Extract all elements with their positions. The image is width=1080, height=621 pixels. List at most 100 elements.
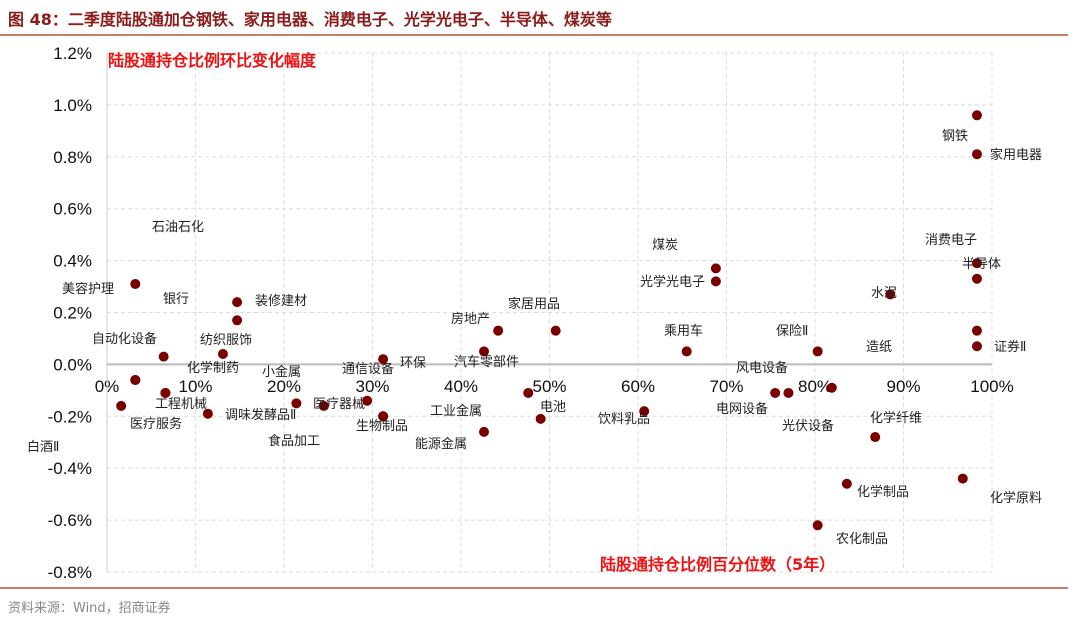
data-point: [550, 325, 561, 336]
x-tick-label: 70%: [709, 377, 743, 396]
data-point: [116, 400, 127, 411]
data-point: [378, 411, 389, 422]
data-point: [885, 289, 896, 300]
data-point: [971, 258, 982, 269]
data-point: [841, 478, 852, 489]
data-point: [826, 382, 837, 393]
data-point: [639, 406, 650, 417]
data-label: 饮料乳品: [598, 412, 650, 427]
data-point: [291, 398, 302, 409]
title-divider: [0, 34, 1068, 36]
data-label: 风电设备: [736, 360, 788, 376]
data-label: 房地产: [451, 311, 490, 327]
data-point: [130, 278, 141, 289]
data-label: 环保: [400, 356, 426, 371]
y-tick-label: -0.8%: [48, 563, 92, 582]
data-label: 煤炭: [652, 238, 678, 253]
data-label: 电池: [540, 400, 566, 415]
data-point: [535, 413, 546, 424]
data-label: 家用电器: [990, 147, 1042, 163]
data-label: 光学光电子: [640, 274, 705, 290]
x-axis-title: 陆股通持仓比例百分位数（5年）: [600, 555, 835, 574]
data-label: 食品加工: [268, 433, 320, 449]
x-tick-label: 60%: [621, 377, 655, 396]
data-label: 通信设备: [342, 361, 394, 377]
data-label: 装修建材: [255, 294, 307, 309]
data-label: 电网设备: [716, 401, 768, 417]
data-label: 石油石化: [152, 220, 204, 235]
data-point: [971, 341, 982, 352]
data-label: 农化制品: [836, 532, 888, 547]
data-label: 工业金属: [430, 403, 482, 419]
data-label: 白酒Ⅱ: [27, 439, 59, 455]
data-label: 半导体: [962, 257, 1001, 272]
data-point: [971, 149, 982, 160]
data-label: 造纸: [866, 340, 892, 355]
data-label: 能源金属: [415, 436, 467, 452]
source-divider: [0, 587, 1068, 589]
data-point: [710, 276, 721, 287]
data-label: 美容护理: [62, 281, 114, 297]
data-label: 光伏设备: [782, 418, 834, 434]
y-tick-label: 0.6%: [53, 200, 92, 219]
data-point: [971, 325, 982, 336]
data-label: 化学纤维: [870, 410, 922, 426]
x-tick-label: 40%: [444, 377, 478, 396]
data-label: 家居用品: [508, 296, 560, 312]
data-label: 工程机械: [155, 397, 207, 412]
y-tick-label: 0.0%: [53, 355, 92, 374]
data-point: [523, 387, 534, 398]
data-point: [217, 349, 228, 360]
data-point: [202, 408, 213, 419]
data-label: 自动化设备: [92, 331, 157, 347]
data-point: [160, 387, 171, 398]
y-axis-title: 陆股通持仓比例环比变化幅度: [108, 51, 317, 70]
data-label: 消费电子: [925, 233, 977, 248]
y-tick-label: 0.8%: [53, 148, 92, 167]
data-label: 小金属: [262, 364, 301, 380]
data-label: 水泥: [871, 286, 897, 301]
data-point: [783, 387, 794, 398]
data-label: 医疗服务: [130, 416, 182, 432]
data-point: [870, 432, 881, 443]
data-point: [479, 426, 490, 437]
x-tick-label: 100%: [970, 377, 1013, 396]
data-point: [770, 387, 781, 398]
data-point: [710, 263, 721, 274]
data-label: 钢铁: [942, 129, 968, 144]
x-tick-label: 20%: [267, 377, 301, 396]
data-label: 调味发酵品Ⅱ: [225, 407, 296, 423]
y-tick-label: 1.0%: [53, 96, 92, 115]
data-label: 化学制品: [857, 484, 909, 500]
y-tick-label: -0.6%: [48, 511, 92, 530]
data-point: [957, 473, 968, 484]
data-point: [971, 273, 982, 284]
x-tick-label: 50%: [532, 377, 566, 396]
data-label: 纺织服饰: [200, 333, 252, 348]
data-label: 证券Ⅱ: [994, 339, 1026, 355]
data-point: [232, 297, 243, 308]
data-point: [362, 395, 373, 406]
data-point: [158, 351, 169, 362]
y-tick-label: -0.2%: [48, 407, 92, 426]
y-tick-label: 1.2%: [53, 44, 92, 63]
data-label: 化学原料: [990, 490, 1042, 506]
data-label: 乘用车: [664, 323, 703, 339]
data-point: [493, 325, 504, 336]
data-point: [971, 110, 982, 121]
y-tick-label: 0.4%: [53, 252, 92, 271]
data-label: 汽车零部件: [454, 354, 519, 370]
data-point: [479, 346, 490, 357]
data-point: [681, 346, 692, 357]
x-tick-label: 90%: [886, 377, 920, 396]
data-label: 医疗器械: [313, 397, 365, 412]
x-tick-label: 10%: [178, 377, 212, 396]
data-label: 化学制药: [187, 360, 239, 376]
data-label: 保险Ⅱ: [776, 324, 808, 339]
y-tick-label: -0.4%: [48, 459, 92, 478]
data-point: [812, 520, 823, 531]
data-label: 生物制品: [356, 419, 408, 434]
data-point: [378, 354, 389, 365]
